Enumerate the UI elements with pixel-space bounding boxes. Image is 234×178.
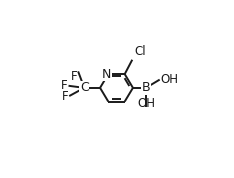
Text: OH: OH [137, 97, 155, 110]
Text: B: B [142, 81, 150, 94]
Text: Cl: Cl [134, 45, 146, 58]
Text: C: C [80, 81, 89, 94]
Text: F: F [71, 70, 78, 83]
Text: F: F [61, 79, 67, 92]
Text: N: N [102, 68, 112, 81]
Text: OH: OH [160, 73, 178, 86]
Text: F: F [62, 90, 68, 103]
